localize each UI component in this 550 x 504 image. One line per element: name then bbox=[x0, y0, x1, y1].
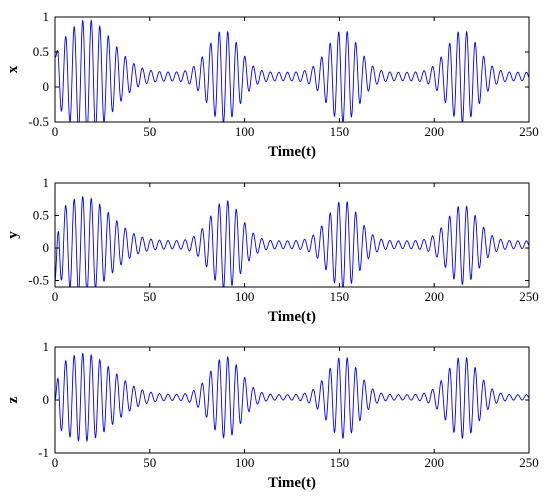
x-tick-label: 0 bbox=[52, 455, 59, 470]
y-tick-label: 0.5 bbox=[33, 44, 49, 59]
x-tick-label: 50 bbox=[143, 455, 156, 470]
x-tick-label: 100 bbox=[235, 124, 255, 139]
x-tick-label: 50 bbox=[143, 289, 156, 304]
axes-frame bbox=[54, 182, 530, 288]
x-tick-label: 250 bbox=[519, 124, 539, 139]
y-axis-label: y bbox=[5, 231, 21, 239]
x-tick-label: 200 bbox=[424, 124, 444, 139]
y-tick-label: 1 bbox=[43, 339, 50, 354]
y-tick-label: -1 bbox=[38, 445, 49, 460]
y-tick-label: 1 bbox=[43, 9, 50, 24]
x-tick-label: 100 bbox=[235, 289, 255, 304]
y-tick-label: 0 bbox=[43, 240, 50, 255]
x-axis-label: Time(t) bbox=[268, 144, 316, 160]
x-tick-label: 150 bbox=[330, 289, 350, 304]
y-tick-label: 1 bbox=[43, 175, 50, 190]
y-tick-label: 0 bbox=[43, 392, 50, 407]
series-line-y bbox=[55, 195, 529, 287]
series-line-z bbox=[55, 352, 529, 442]
x-tick-label: 250 bbox=[519, 455, 539, 470]
y-tick-label: 0.5 bbox=[33, 208, 49, 223]
y-axis-label: z bbox=[5, 396, 21, 403]
y-tick-label: 0 bbox=[43, 79, 50, 94]
y-tick-label: -0.5 bbox=[28, 273, 49, 288]
x-tick-label: 50 bbox=[143, 124, 156, 139]
y-axis-label: x bbox=[5, 65, 21, 73]
x-tick-label: 100 bbox=[235, 455, 255, 470]
x-axis-label: Time(t) bbox=[268, 475, 316, 491]
x-tick-label: 150 bbox=[330, 455, 350, 470]
series-line-x bbox=[55, 19, 529, 122]
axes-frame bbox=[54, 16, 530, 123]
x-tick-label: 200 bbox=[424, 455, 444, 470]
x-tick-label: 0 bbox=[52, 124, 59, 139]
x-axis-label: Time(t) bbox=[268, 309, 316, 325]
x-tick-label: 150 bbox=[330, 124, 350, 139]
y-tick-label: -0.5 bbox=[28, 114, 49, 129]
x-tick-label: 250 bbox=[519, 289, 539, 304]
x-tick-label: 200 bbox=[424, 289, 444, 304]
x-tick-label: 0 bbox=[52, 289, 59, 304]
